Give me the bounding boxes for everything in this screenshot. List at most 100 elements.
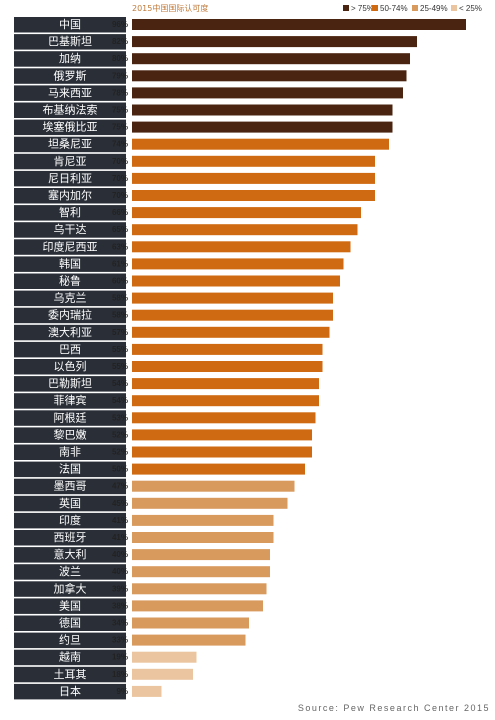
legend-label: < 25% [459,4,482,13]
category-label-bg [14,102,126,118]
table-row: 乌克兰 58% [14,290,333,307]
category-label-bg [14,598,126,614]
category-label: 委内瑞拉 [48,308,92,322]
category-label-bg [14,683,126,700]
category-label: 意大利 [54,547,87,561]
bar [132,343,323,355]
category-label-bg [14,530,126,546]
table-row: 加拿大 39% [14,581,267,597]
legend-swatch [372,5,378,11]
table-row: 德国 34% [14,615,249,631]
table-row: 以色列 55% [14,359,323,375]
bar [132,70,407,82]
data-label: 80% [112,54,128,63]
category-label: 印度 [59,513,81,527]
bar [132,549,270,561]
category-label-bg [14,17,126,33]
category-label-bg [14,632,126,649]
bar [132,378,319,390]
bar [132,224,358,236]
table-row: 尼日利亚 70% [14,170,375,187]
table-row: 布基纳法索 75% [14,102,393,118]
category-label: 中国 [59,18,81,31]
category-label: 波兰 [59,565,81,578]
table-row: 美国 38% [14,598,263,614]
category-label-bg [14,205,126,221]
legend-swatch [412,5,418,11]
bar [132,309,333,321]
table-row: 巴基斯坦 82% [14,34,417,50]
bar [132,258,344,270]
category-label: 黎巴嫩 [54,427,87,441]
bar [132,600,263,612]
bar [132,87,403,99]
table-row: 智利 66% [14,205,361,221]
category-label-bg [14,34,126,50]
bar [132,566,270,578]
table-row: 秘鲁 60% [14,273,340,289]
table-row: 日本 9% [14,683,162,700]
table-row: 西班牙 41% [14,530,274,546]
category-label-bg [14,359,126,375]
category-label-bg [14,324,126,341]
bar [132,668,193,680]
table-row: 加纳 80% [14,51,410,67]
category-label-bg [14,564,126,580]
bar [132,617,249,629]
table-row: 马来西亚 78% [14,85,403,101]
data-label: 63% [112,242,128,251]
category-label-bg [14,547,126,563]
category-label-bg [14,376,126,392]
data-label: 38% [112,601,128,610]
category-label: 坦桑尼亚 [48,137,92,151]
category-label-bg [14,512,126,529]
bar [132,651,197,663]
category-label: 南非 [59,446,81,459]
category-label: 俄罗斯 [54,69,87,82]
legend-label: 25-49% [420,4,448,13]
category-label-bg [14,341,126,358]
table-row: 越南 19% [14,649,197,666]
bar [132,138,389,150]
category-label-bg [14,153,126,170]
bar [132,446,312,458]
data-label: 53% [112,413,128,422]
table-row: 澳大利亚 57% [14,324,330,341]
category-label: 澳大利亚 [48,325,92,339]
chart-title: 2015中国国际认可度 [132,3,208,13]
category-label-bg [14,188,126,204]
data-label: 50% [112,465,128,474]
bar [132,532,274,543]
category-label: 加拿大 [54,581,87,595]
bar [132,326,330,338]
category-label-bg [14,666,126,683]
category-label-bg [14,461,126,478]
table-row: 约旦 33% [14,632,246,649]
bar [132,429,312,441]
category-label-bg [14,649,126,666]
data-label: 79% [112,71,128,80]
data-label: 47% [112,482,128,491]
bar-rows: 中国 96%巴基斯坦 82%加纳 80%俄罗斯 79%马来西亚 78%布基纳法索 75%埃塞… [14,17,466,700]
data-label: 9% [116,687,128,696]
table-row: 波兰 40% [14,564,270,580]
category-label: 巴西 [59,343,81,356]
table-row: 乌干达 65% [14,222,358,238]
table-row: 中国 96% [14,17,466,33]
data-label: 74% [112,140,128,149]
bar [132,685,162,697]
legend-label: > 75% [351,4,374,13]
bar [132,395,319,407]
data-label: 40% [112,567,128,576]
table-row: 印度尼西亚 63% [14,239,351,255]
category-label: 德国 [59,616,81,630]
category-label: 韩国 [59,256,81,270]
data-label: 52% [112,430,128,439]
category-label: 巴勒斯坦 [48,376,92,390]
data-label: 57% [112,328,128,337]
data-label: 19% [112,653,128,662]
table-row: 阿根廷 53% [14,410,316,426]
data-label: 70% [112,174,128,183]
category-label-bg [14,290,126,307]
table-row: 委内瑞拉 58% [14,307,333,324]
